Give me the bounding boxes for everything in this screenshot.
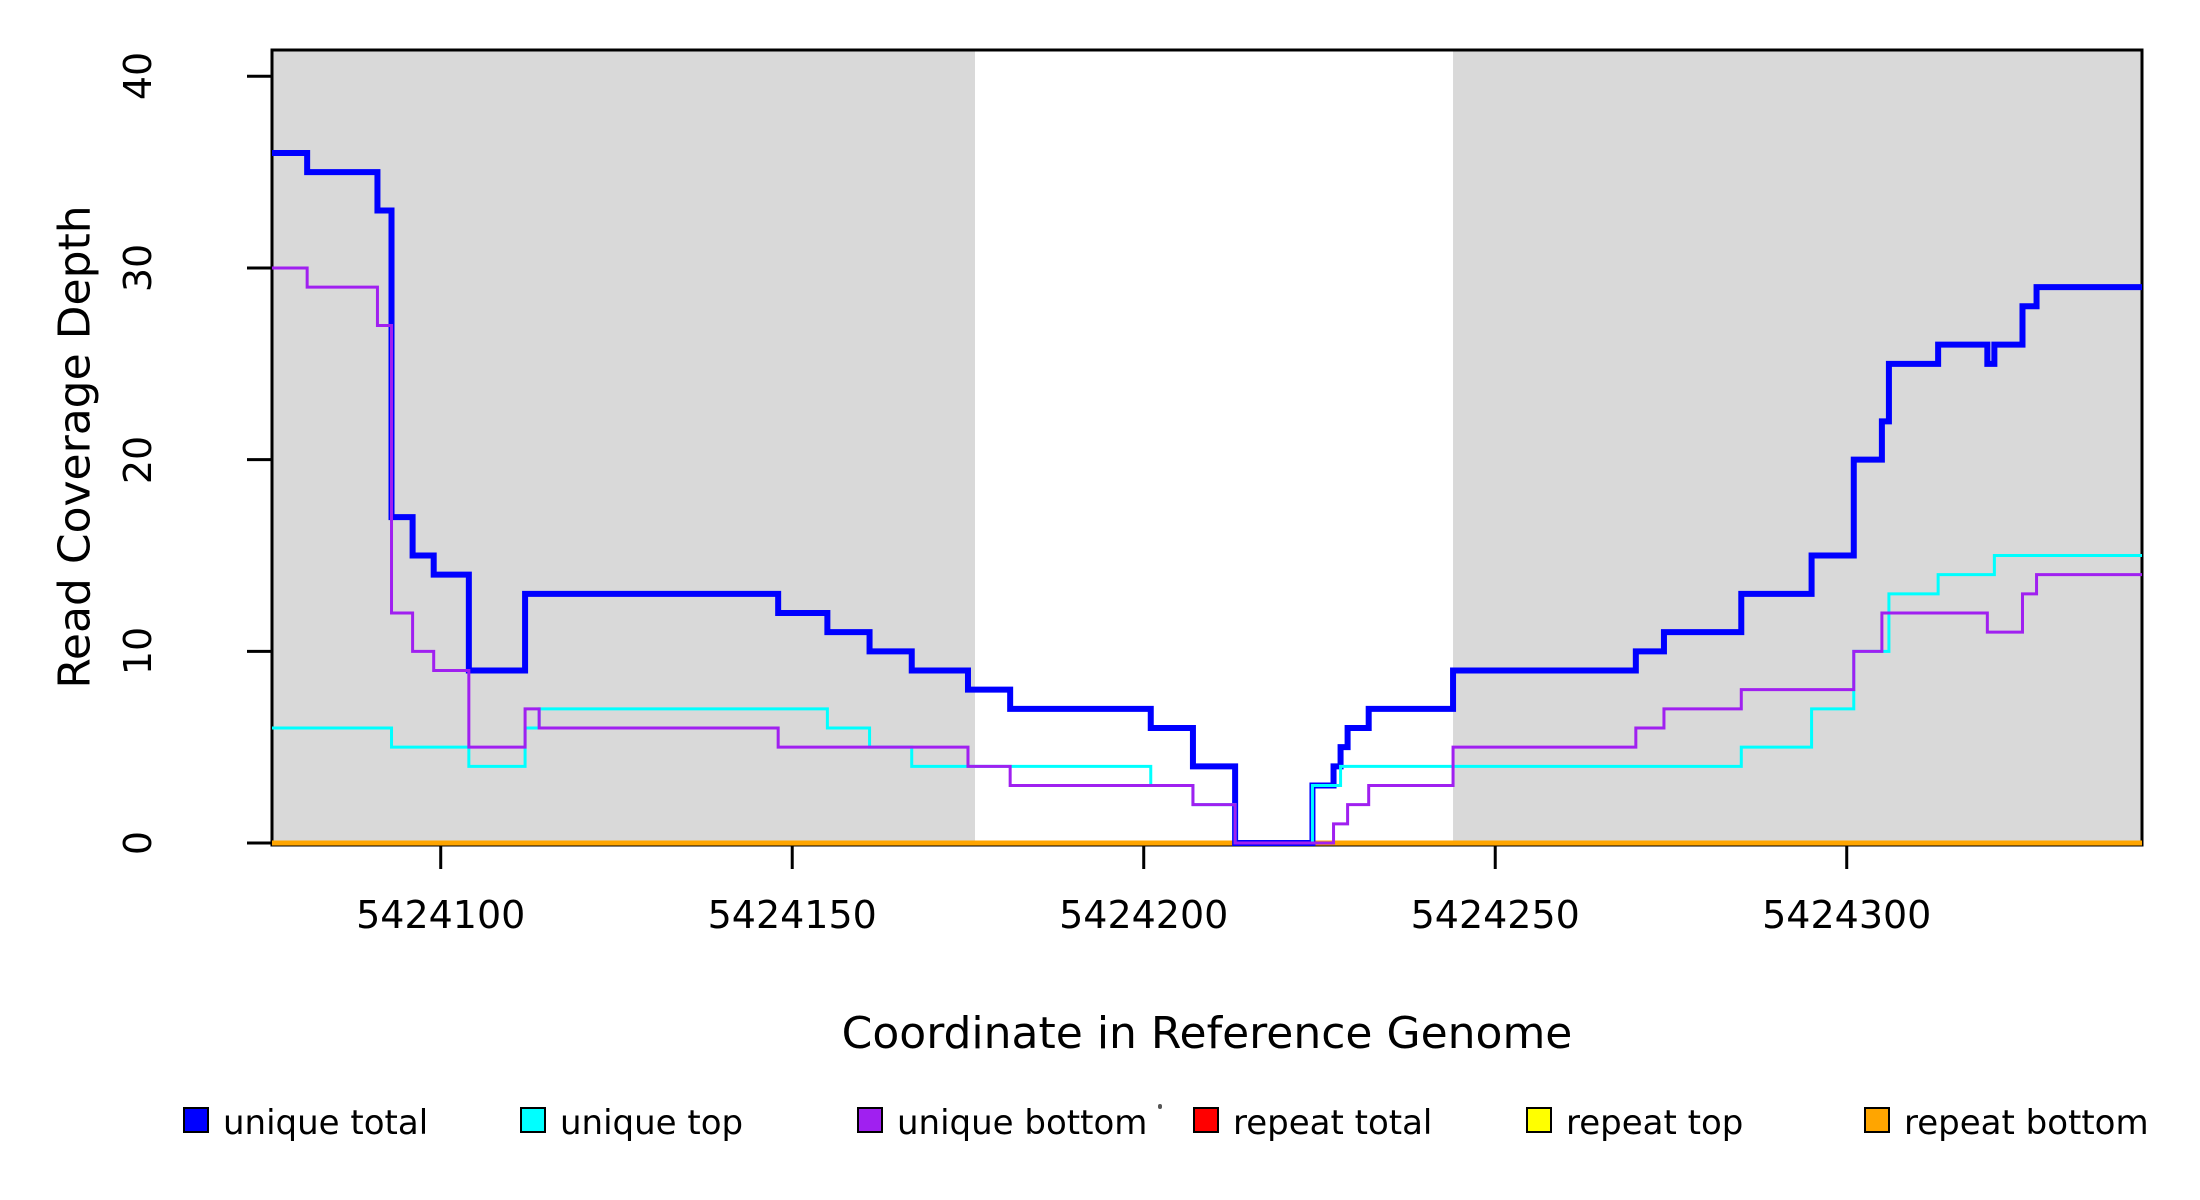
legend-label: unique top — [560, 1103, 744, 1143]
x-tick-label-5424250: 5424250 — [1410, 893, 1580, 937]
y-axis-title: Read Coverage Depth — [49, 205, 101, 689]
x-tick-label-5424200: 5424200 — [1059, 893, 1229, 937]
repeat-total-swatch-icon — [1193, 1107, 1219, 1133]
y-tick-label-30: 30 — [116, 243, 160, 293]
stray-mark — [1158, 1104, 1162, 1109]
y-tick-label-0: 0 — [116, 830, 160, 856]
x-tick-label-5424150: 5424150 — [707, 893, 877, 937]
legend-label: repeat bottom — [1904, 1103, 2149, 1143]
unique-top-swatch-icon — [520, 1107, 546, 1133]
x-tick-label-5424300: 5424300 — [1762, 893, 1932, 937]
legend-label: unique total — [223, 1103, 429, 1143]
repeat-top-swatch-icon — [1526, 1107, 1552, 1133]
repeat-bottom-swatch-icon — [1864, 1107, 1890, 1133]
y-tick-label-10: 10 — [116, 627, 160, 676]
legend-label: repeat top — [1566, 1103, 1744, 1143]
x-tick-label-5424100: 5424100 — [356, 893, 526, 937]
x-axis-title: Coordinate in Reference Genome — [841, 1008, 1573, 1059]
unique-total-swatch-icon — [183, 1107, 209, 1133]
y-tick-label-20: 20 — [116, 435, 160, 484]
legend-label: unique bottom — [897, 1103, 1148, 1143]
legend-label: repeat total — [1233, 1103, 1433, 1143]
unique-bottom-swatch-icon — [857, 1107, 883, 1133]
y-tick-label-40: 40 — [116, 52, 160, 101]
